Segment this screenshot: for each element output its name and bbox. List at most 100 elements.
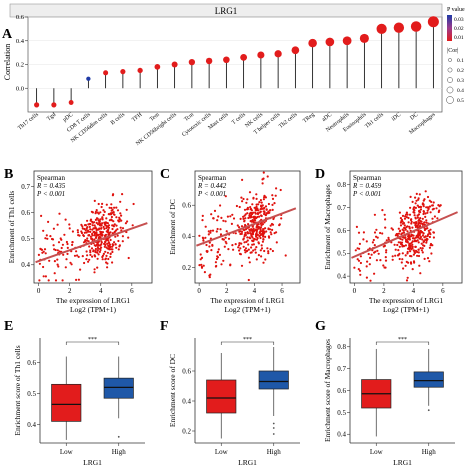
scatter-point xyxy=(244,251,247,254)
panel-a-y-tick-label: 0.6 xyxy=(16,14,25,21)
scatter-point xyxy=(110,218,113,221)
panel-a-y-tick-label: 0.2 xyxy=(16,62,24,69)
scatter-point xyxy=(241,178,244,181)
scatter-point xyxy=(45,234,48,237)
scatter-point xyxy=(103,245,106,248)
scatter-point xyxy=(42,275,45,278)
scatter-point xyxy=(200,256,204,259)
scatter-point xyxy=(401,232,404,235)
scatter-point xyxy=(249,237,252,240)
scatter-point xyxy=(254,251,257,254)
scatter-point xyxy=(393,243,396,246)
scatter-point xyxy=(373,231,377,234)
scatter-point xyxy=(408,225,411,228)
scatter-point xyxy=(232,217,236,220)
scatter-point xyxy=(131,224,134,227)
scatter-fit-line xyxy=(35,222,148,264)
scatter-point xyxy=(238,244,241,247)
scatter-point xyxy=(410,235,413,238)
scatter-x-axis-label-units: Log2 (TPM+1) xyxy=(70,305,117,314)
scatter-point xyxy=(99,233,102,236)
scatter-point xyxy=(414,224,417,227)
scatter-point xyxy=(257,225,260,228)
scatter-point xyxy=(419,224,422,228)
scatter-point xyxy=(203,271,206,274)
scatter-point xyxy=(256,237,259,240)
scatter-point xyxy=(411,226,414,229)
panel-letter-a: A xyxy=(2,27,13,42)
scatter-point xyxy=(101,202,104,205)
scatter-point xyxy=(260,244,263,247)
panel-a-x-tick-label: Th2 cells xyxy=(278,111,299,129)
scatter-point xyxy=(97,202,100,206)
panel-letter-f: F xyxy=(160,319,169,334)
scatter-point xyxy=(263,221,266,224)
scatter-point xyxy=(87,223,90,226)
scatter-point xyxy=(199,258,202,261)
panel-a-dot xyxy=(34,102,40,108)
panel-a-dot xyxy=(120,69,126,75)
scatter-point xyxy=(421,247,424,250)
panel-a-dot xyxy=(188,58,196,66)
scatter-point xyxy=(220,263,223,266)
scatter-point xyxy=(267,252,270,255)
scatter-point xyxy=(275,241,278,244)
scatter-point xyxy=(104,240,107,243)
scatter-point xyxy=(93,230,96,233)
scatter-point xyxy=(119,226,122,229)
scatter-point xyxy=(419,220,422,223)
scatter-point xyxy=(230,222,233,225)
scatter-point xyxy=(266,175,269,178)
scatter-point xyxy=(409,250,412,253)
scatter-point xyxy=(269,248,272,251)
scatter-point xyxy=(419,235,423,239)
scatter-point xyxy=(238,230,241,233)
scatter-point xyxy=(111,261,114,264)
scatter-point xyxy=(121,227,125,230)
scatter-point xyxy=(87,260,90,263)
scatter-point xyxy=(107,233,110,236)
scatter-point xyxy=(86,229,90,232)
scatter-point xyxy=(46,237,49,240)
scatter-point xyxy=(96,246,99,249)
scatter-point xyxy=(356,258,359,261)
scatter-point xyxy=(439,204,442,207)
scatter-point xyxy=(118,216,121,219)
scatter-point xyxy=(66,252,69,255)
scatter-x-tick-label: 0 xyxy=(353,287,357,295)
scatter-point xyxy=(384,256,387,259)
scatter-point xyxy=(56,249,59,252)
scatter-point xyxy=(431,217,434,220)
scatter-point xyxy=(61,279,64,282)
scatter-point xyxy=(366,260,369,263)
scatter-point xyxy=(271,208,274,211)
panel-a-x-tick-label: Th1 cells xyxy=(364,111,385,129)
scatter-point xyxy=(365,240,368,243)
scatter-point xyxy=(71,243,74,246)
scatter-point xyxy=(255,232,258,235)
scatter-point xyxy=(109,252,112,255)
scatter-point xyxy=(108,213,111,216)
scatter-point xyxy=(251,219,254,222)
scatter-stat-annotation: P < 0.001 xyxy=(36,190,65,198)
scatter-point xyxy=(43,248,47,251)
scatter-point xyxy=(375,259,378,262)
scatter-y-tick-label: 0.2 xyxy=(182,264,191,272)
panel-a-pvalue-legend: P value 0.03 0.02 0.01 xyxy=(447,7,465,41)
scatter-point xyxy=(264,227,267,230)
scatter-point xyxy=(413,214,416,217)
panel-a-dot xyxy=(205,57,213,65)
scatter-point xyxy=(414,196,417,199)
scatter-point xyxy=(91,232,94,236)
scatter-point xyxy=(409,195,412,198)
scatter-point xyxy=(76,229,79,232)
scatter-point xyxy=(68,227,71,230)
scatter-point xyxy=(93,224,96,227)
scatter-point xyxy=(60,246,63,250)
pvalue-legend-title: P value xyxy=(447,7,465,13)
scatter-point xyxy=(95,235,98,238)
scatter-point xyxy=(96,249,99,252)
box-body xyxy=(51,383,82,422)
scatter-point xyxy=(267,250,270,253)
scatter-point xyxy=(418,234,421,237)
